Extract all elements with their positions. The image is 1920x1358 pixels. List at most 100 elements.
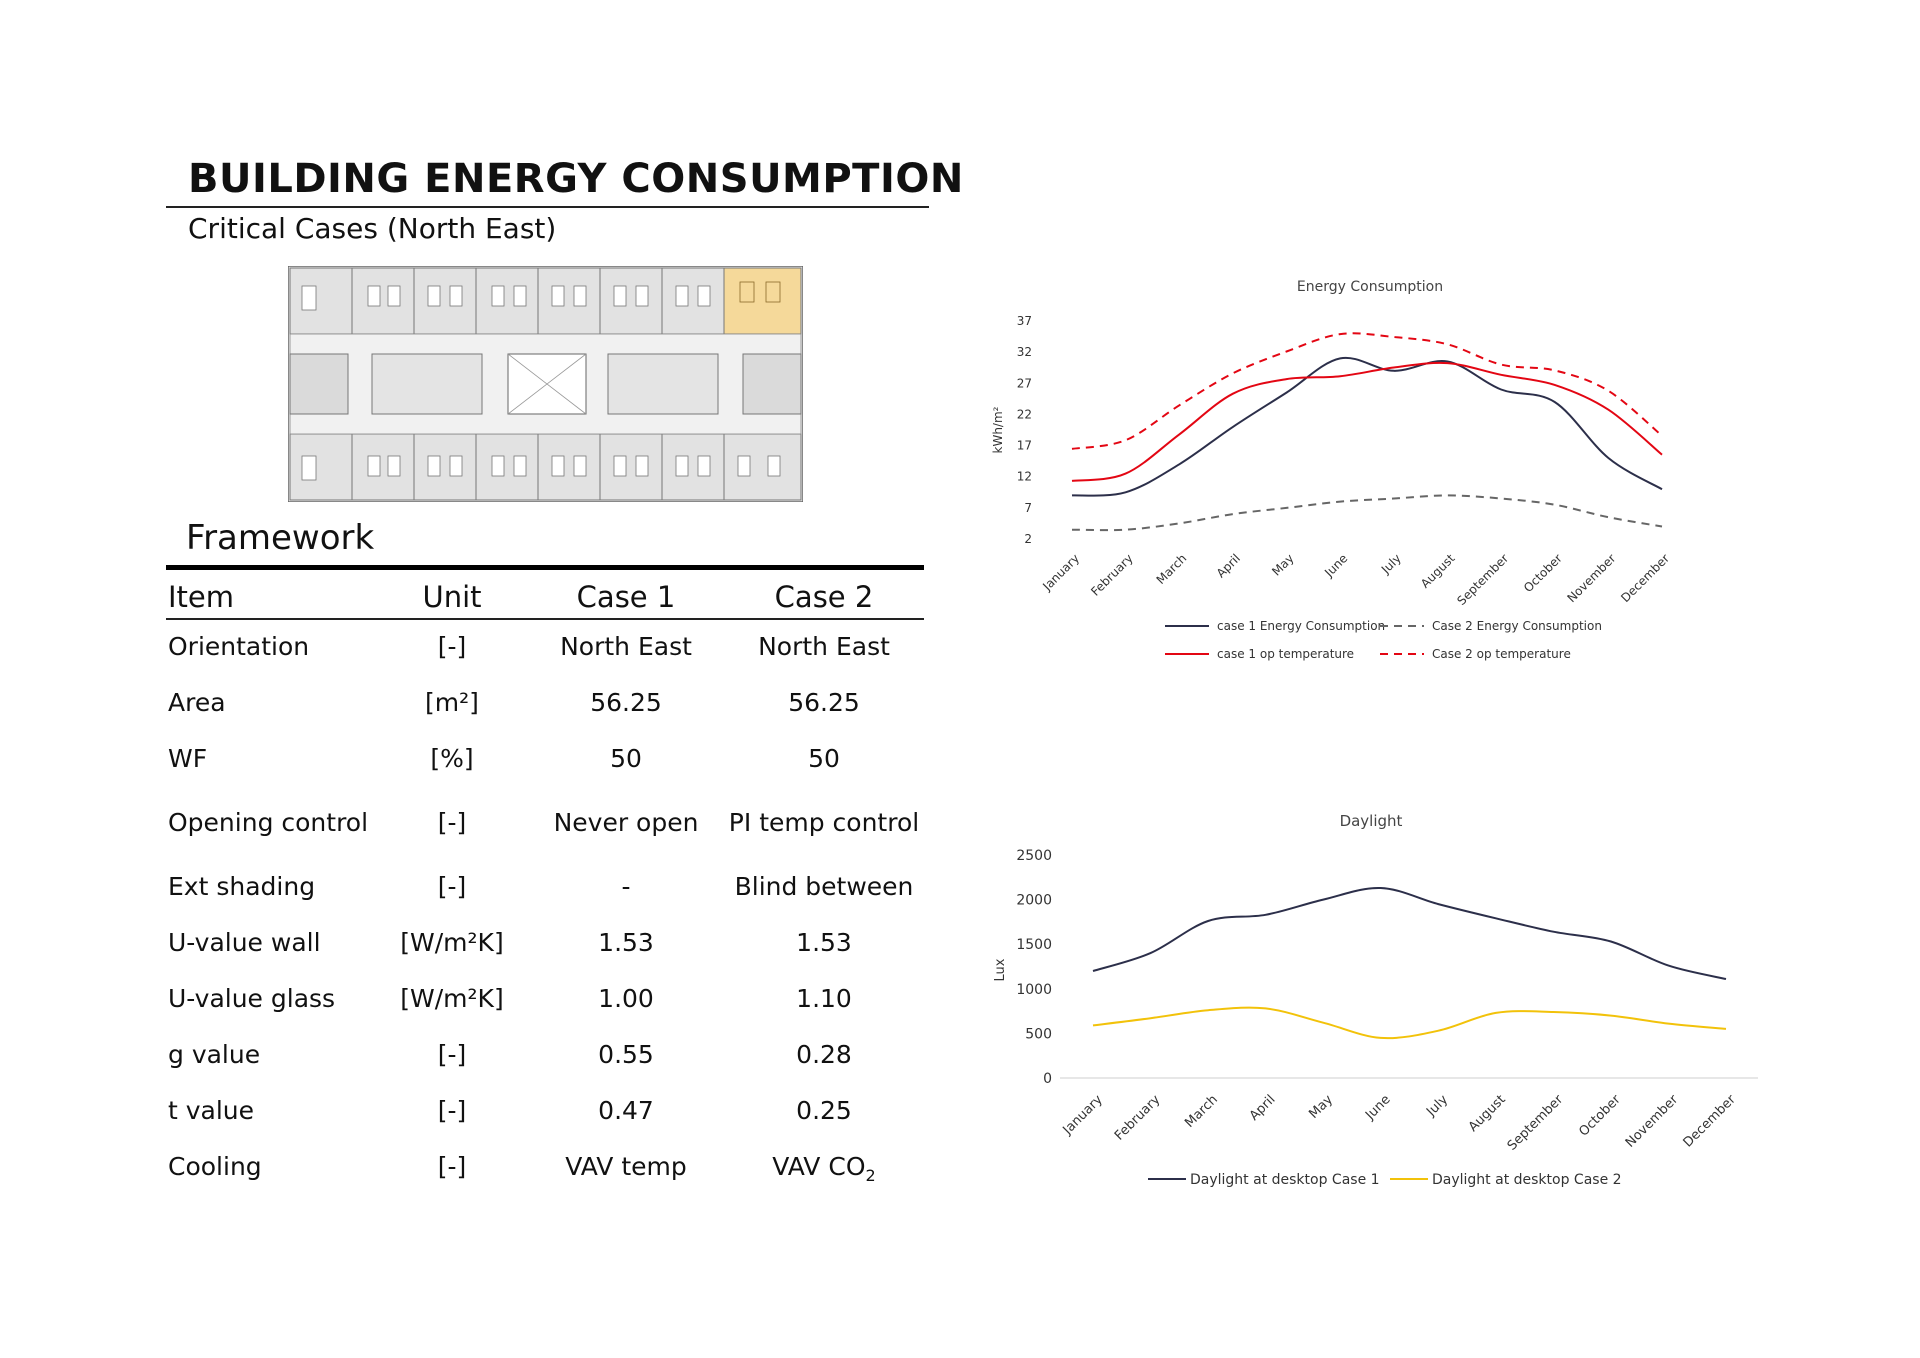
row-case2: 56.25	[788, 688, 860, 717]
row-case2: 1.53	[796, 928, 852, 957]
energy-legend-label: case 1 op temperature	[1217, 647, 1354, 661]
energy-y-axis-label: kWh/m²	[991, 406, 1005, 453]
title-divider	[166, 206, 929, 208]
energy-series-line	[1071, 361, 1663, 482]
row-item: Area	[168, 688, 226, 717]
row-item: Ext shading	[168, 872, 316, 901]
daylight-x-tick-label: February	[1112, 1092, 1164, 1144]
daylight-y-tick-label: 500	[1025, 1026, 1052, 1042]
row-case1: 50	[610, 744, 642, 773]
row-item: t value	[168, 1096, 255, 1125]
energy-y-tick-label: 27	[1017, 376, 1032, 390]
row-unit: [-]	[437, 1152, 467, 1181]
row-case2: 1.10	[796, 984, 852, 1013]
energy-series-line	[1071, 332, 1663, 450]
row-item: g value	[168, 1040, 261, 1069]
row-case1: 0.55	[598, 1040, 654, 1069]
energy-series-line	[1071, 494, 1663, 532]
row-item: Opening control	[168, 808, 369, 837]
energy-x-tick-label: July	[1378, 551, 1404, 577]
energy-chart-title: Energy Consumption	[1297, 279, 1443, 295]
row-unit: [-]	[437, 808, 467, 837]
row-case2: VAV CO2	[772, 1152, 875, 1185]
header-case2: Case 2	[774, 580, 874, 614]
daylight-x-tick-label: October	[1576, 1092, 1624, 1140]
daylight-y-tick-label: 1000	[1016, 982, 1052, 998]
page-title: BUILDING ENERGY CONSUMPTION	[188, 156, 964, 202]
table-row: U-value wall [W/m²K] 1.53 1.53	[166, 928, 924, 968]
table-row: Ext shading [-] - Blind between	[166, 872, 924, 912]
energy-y-tick-label: 17	[1017, 439, 1032, 453]
subscript-2: 2	[865, 1166, 876, 1185]
row-case2: 0.25	[796, 1096, 852, 1125]
row-case1: -	[621, 872, 631, 901]
row-item: WF	[168, 744, 208, 773]
daylight-legend-label: Daylight at desktop Case 2	[1432, 1172, 1622, 1188]
energy-y-tick-label: 22	[1017, 407, 1032, 421]
energy-y-tick-label: 32	[1017, 345, 1032, 359]
energy-x-tick-label: September	[1454, 551, 1511, 608]
row-case1: 1.53	[598, 928, 654, 957]
header-item: Item	[168, 580, 235, 614]
row-unit: [-]	[437, 872, 467, 901]
daylight-chart-title: Daylight	[1340, 812, 1403, 830]
row-case2: North East	[758, 632, 890, 661]
daylight-x-tick-label: November	[1623, 1092, 1682, 1151]
row-unit: [%]	[430, 744, 474, 773]
row-item: Orientation	[168, 632, 310, 661]
energy-x-tick-label: February	[1088, 551, 1136, 599]
daylight-y-tick-label: 0	[1043, 1071, 1052, 1087]
row-unit: [m²]	[425, 688, 479, 717]
table-row: Area [m²] 56.25 56.25	[166, 688, 924, 728]
energy-x-tick-label: August	[1418, 551, 1458, 591]
row-item: U-value glass	[168, 984, 336, 1013]
framework-divider	[166, 565, 924, 570]
row-unit: [W/m²K]	[400, 928, 504, 957]
energy-y-tick-label: 37	[1017, 314, 1032, 328]
energy-legend-label: Case 2 op temperature	[1432, 647, 1571, 661]
energy-x-tick-label: April	[1214, 551, 1243, 580]
row-case2: Blind between	[734, 872, 914, 901]
daylight-x-tick-label: December	[1681, 1092, 1740, 1151]
energy-y-tick-label: 2	[1024, 532, 1032, 546]
row-case1: North East	[560, 632, 692, 661]
table-row: Opening control [-] Never open PI temp c…	[166, 808, 924, 848]
row-case2: 50	[808, 744, 840, 773]
table-row: WF [%] 50 50	[166, 744, 924, 784]
daylight-chart: Daylight Lux 0 500 1000 1500 2000 2500 Januar…	[993, 812, 1758, 1188]
daylight-y-tick-label: 2500	[1016, 848, 1052, 864]
header-unit: Unit	[422, 580, 482, 614]
daylight-legend-label: Daylight at desktop Case 1	[1190, 1172, 1380, 1188]
table-row: g value [-] 0.55 0.28	[166, 1040, 924, 1080]
daylight-y-tick-label: 1500	[1016, 937, 1052, 953]
energy-x-tick-label: May	[1269, 551, 1296, 578]
cooling-case2-text: VAV CO	[772, 1152, 866, 1181]
energy-y-tick-label: 12	[1017, 470, 1032, 484]
row-case2: 0.28	[796, 1040, 852, 1069]
energy-x-tick-label: October	[1521, 551, 1565, 595]
row-case1: 56.25	[590, 688, 662, 717]
table-header-row: Item Unit Case 1 Case 2	[166, 580, 924, 620]
row-item: Cooling	[168, 1152, 262, 1181]
daylight-y-tick-label: 2000	[1016, 893, 1052, 909]
energy-x-tick-label: November	[1564, 551, 1618, 605]
header-divider	[166, 618, 924, 620]
page-subtitle: Critical Cases (North East)	[188, 212, 557, 245]
highlighted-room	[723, 267, 802, 335]
energy-legend-label: case 1 Energy Consumption	[1217, 619, 1385, 633]
row-case2: PI temp control	[728, 808, 920, 837]
daylight-x-tick-label: August	[1466, 1092, 1509, 1135]
energy-legend-label: Case 2 Energy Consumption	[1432, 619, 1602, 633]
daylight-x-tick-label: April	[1247, 1092, 1279, 1124]
row-unit: [-]	[437, 632, 467, 661]
table-row: U-value glass [W/m²K] 1.00 1.10	[166, 984, 924, 1024]
daylight-x-tick-label: January	[1060, 1092, 1106, 1138]
table-row: Cooling [-] VAV temp VAV CO2	[166, 1152, 924, 1192]
energy-x-tick-label: June	[1321, 551, 1350, 580]
energy-consumption-chart: Energy Consumption kWh/m² °C 27121722273…	[991, 279, 1672, 661]
daylight-x-tick-label: July	[1423, 1092, 1451, 1120]
daylight-series-line	[1092, 886, 1727, 980]
daylight-x-tick-label: March	[1182, 1092, 1221, 1131]
energy-y-tick-label: 7	[1024, 501, 1032, 515]
row-case1: VAV temp	[565, 1152, 687, 1181]
